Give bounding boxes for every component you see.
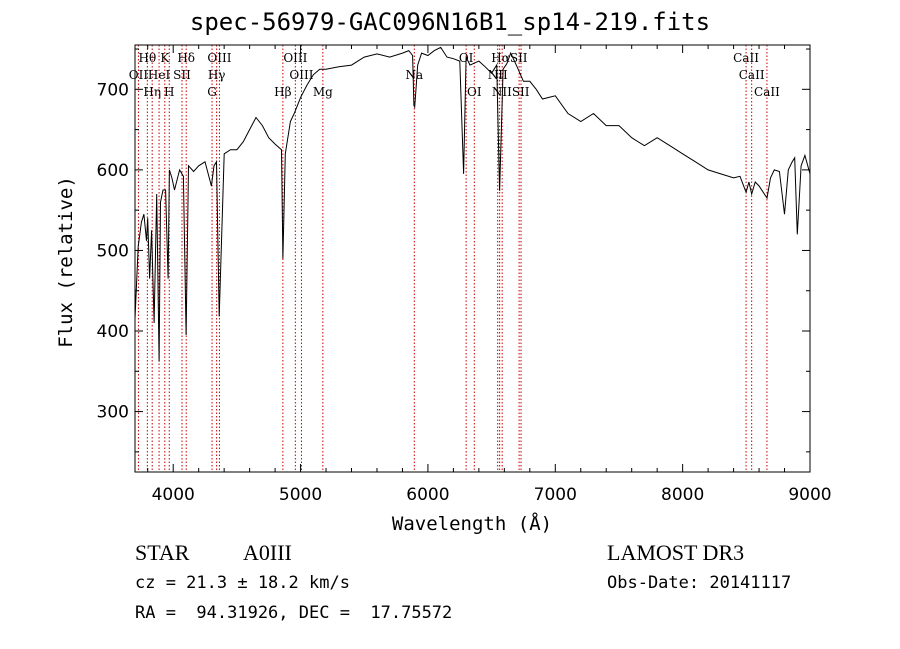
- line-label: Hγ: [208, 68, 226, 82]
- line-label: NII: [488, 68, 508, 82]
- line-label: G: [207, 85, 217, 99]
- x-tick-label: 8000: [661, 485, 704, 505]
- line-label: SII: [173, 68, 191, 82]
- x-tick-label: 9000: [788, 485, 831, 505]
- line-label: HαSII: [491, 51, 528, 65]
- chart-title: spec-56979-GAC096N16B1_sp14-219.fits: [189, 8, 711, 36]
- line-label: CaII: [754, 85, 780, 99]
- line-label: Mg: [313, 85, 333, 99]
- x-tick-label: 5000: [279, 485, 322, 505]
- line-label: Hδ: [177, 51, 195, 65]
- line-label: OI: [467, 85, 482, 99]
- line-label: CaII: [733, 51, 759, 65]
- object-subclass: A0III: [243, 540, 292, 565]
- y-axis: 300 400 500 600 700: [97, 48, 810, 453]
- plot-frame: [134, 44, 811, 473]
- y-axis-label: Flux (relative): [55, 176, 77, 348]
- x-tick-label: 7000: [534, 485, 577, 505]
- line-label: Hθ: [139, 51, 157, 65]
- coordinates: RA = 94.31926, DEC = 17.75572: [135, 603, 453, 623]
- x-axis: 4000 5000 6000 7000 8000 9000: [147, 45, 832, 505]
- line-label: Hβ: [274, 85, 291, 99]
- line-label: NIISII: [492, 85, 530, 99]
- y-tick-label: 700: [97, 80, 129, 100]
- line-label: HeI: [148, 68, 171, 82]
- line-markers: [137, 45, 768, 472]
- line-label: OIII: [283, 51, 307, 65]
- line-label: Hη: [143, 85, 161, 99]
- spectrum-series: [134, 46, 811, 362]
- y-tick-label: 300: [97, 403, 129, 423]
- line-label: OIII: [289, 68, 313, 82]
- line-label: OII: [129, 68, 149, 82]
- observation-date: Obs-Date: 20141117: [607, 573, 792, 593]
- line-label: H: [164, 85, 174, 99]
- line-label: K: [160, 51, 170, 65]
- y-tick-label: 400: [97, 322, 129, 342]
- line-labels: Hθ K Hδ OIII OIII OI HαSII CaII OII HeI SII Hγ OIII N…: [129, 51, 780, 99]
- redshift-value: cz = 21.3 ± 18.2 km/s: [135, 573, 350, 593]
- line-label: CaII: [739, 68, 765, 82]
- y-tick-label: 600: [97, 161, 129, 181]
- line-label: OIII: [207, 51, 231, 65]
- object-class: STAR: [135, 540, 190, 565]
- x-tick-label: 4000: [152, 485, 195, 505]
- y-tick-label: 500: [97, 241, 129, 261]
- survey-name: LAMOST DR3: [607, 540, 745, 565]
- x-axis-label: Wavelength (Å): [392, 512, 552, 535]
- x-tick-label: 6000: [406, 485, 449, 505]
- line-label: Na: [405, 68, 423, 82]
